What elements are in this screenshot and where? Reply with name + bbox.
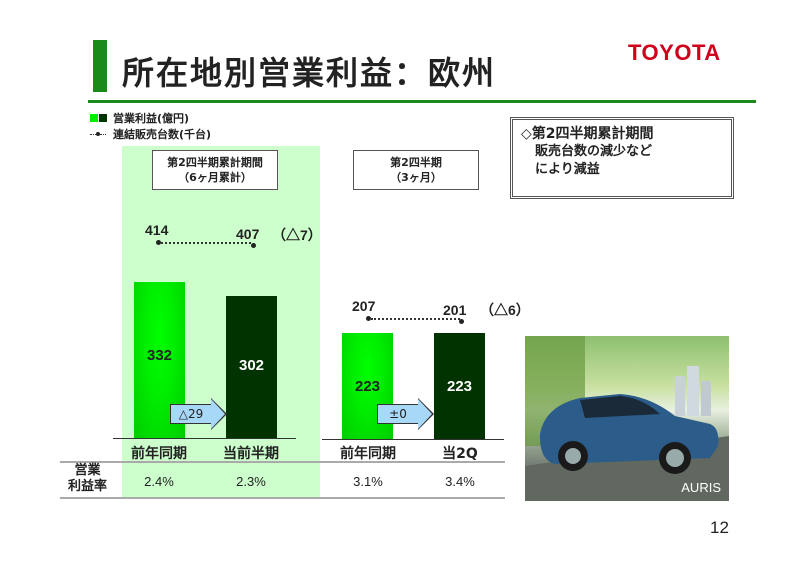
operating-margin-label: 営業 利益率	[68, 463, 107, 495]
car-illustration-icon	[525, 336, 729, 501]
toyota-logo: TOYOTA	[628, 40, 721, 65]
bar-value: 302	[238, 357, 265, 374]
units-marker	[251, 243, 256, 248]
page-number: 12	[710, 518, 729, 537]
heading-line: 第2四半期累計期間	[167, 156, 263, 169]
commentary-title: ◇第2四半期累計期間	[521, 126, 654, 142]
change-arrow-quarter: ±0	[377, 398, 434, 430]
category-label: 当2Q	[442, 446, 478, 462]
units-marker	[366, 316, 371, 321]
category-label: 当前半期	[223, 446, 279, 462]
margin-value: 2.3%	[236, 474, 266, 489]
units-prev-label: 207	[352, 298, 376, 314]
heading-line: （3ヶ月）	[390, 171, 442, 184]
table-rule	[60, 497, 505, 499]
margin-value: 3.4%	[445, 474, 475, 489]
heading-line: （6ヶ月累計）	[178, 171, 252, 184]
units-prev-label: 414	[145, 222, 169, 238]
dotted-line-marker-icon	[90, 132, 107, 136]
commentary-box: ◇第2四半期累計期間 販売台数の減少など により減益	[510, 117, 734, 199]
title-divider	[88, 100, 756, 103]
units-marker	[156, 240, 161, 245]
table-rule	[60, 461, 505, 463]
axis-baseline	[113, 438, 296, 439]
bar-value: 223	[446, 377, 473, 395]
title-accent-bar	[93, 40, 107, 92]
bar-value: 223	[354, 377, 381, 395]
page-title: 所在地別営業利益：欧州	[122, 54, 497, 92]
axis-baseline	[322, 439, 504, 440]
legend-item-units: 連結販売台数(千台)	[90, 126, 211, 142]
cumulative-period-heading: 第2四半期累計期間 （6ヶ月累計）	[152, 150, 278, 190]
units-dotted-line	[371, 318, 460, 320]
category-label: 前年同期	[131, 446, 187, 462]
photo-caption: AURIS	[681, 480, 721, 495]
quarter-period-heading: 第2四半期 （3ヶ月）	[353, 150, 479, 190]
bar-profit-curr-cumulative: 302	[226, 296, 277, 438]
arrow-right-icon	[418, 398, 434, 430]
units-curr-label: 201	[443, 302, 467, 318]
commentary-line: 販売台数の減少など	[535, 144, 653, 159]
bar-value: 332	[146, 346, 173, 364]
bar-swatch-icon	[90, 114, 107, 122]
legend-label: 連結販売台数(千台)	[113, 128, 212, 141]
change-label: ±0	[377, 404, 418, 424]
units-diff-label: （△6）	[480, 302, 530, 318]
commentary-line: により減益	[535, 162, 600, 177]
units-dotted-line	[161, 242, 251, 244]
change-arrow-cumulative: △29	[170, 398, 227, 430]
change-label: △29	[170, 404, 211, 424]
heading-line: 第2四半期	[390, 156, 442, 169]
bar-profit-curr-quarter: 223	[434, 333, 485, 439]
label-line: 営業	[74, 463, 101, 478]
category-label: 前年同期	[340, 446, 396, 462]
arrow-right-icon	[211, 398, 227, 430]
units-marker	[459, 319, 464, 324]
legend-label: 営業利益(億円)	[113, 112, 190, 125]
margin-value: 2.4%	[144, 474, 174, 489]
units-diff-label: （△7）	[272, 227, 322, 243]
margin-value: 3.1%	[353, 474, 383, 489]
units-curr-label: 407	[236, 226, 260, 242]
car-photo: AURIS	[525, 336, 729, 501]
label-line: 利益率	[68, 479, 108, 494]
legend-item-profit: 営業利益(億円)	[90, 110, 189, 126]
